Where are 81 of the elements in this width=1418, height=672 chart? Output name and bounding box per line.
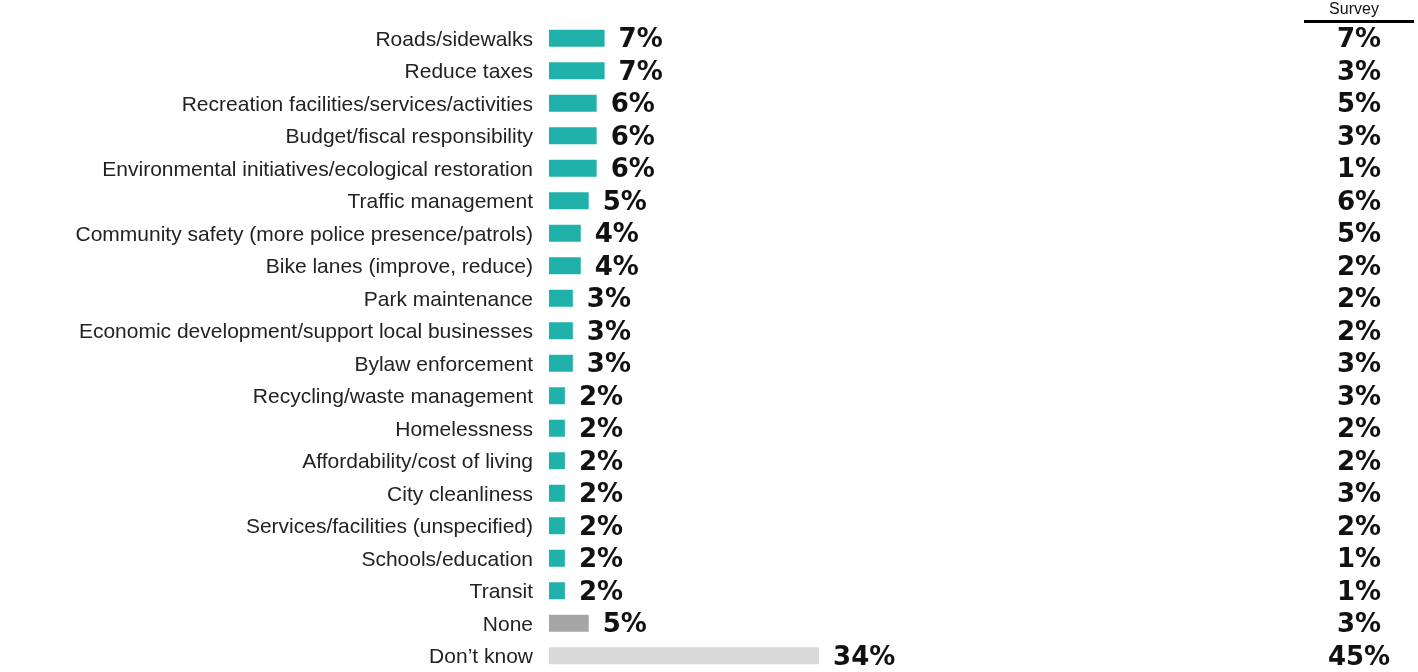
text: 1% (1336, 153, 1382, 184)
bar (549, 419, 565, 437)
y-tick-label: Budget/fiscal responsibility (285, 124, 534, 148)
text: 2% (1336, 315, 1382, 346)
text: 1% (1336, 543, 1382, 574)
bar (549, 647, 820, 665)
y-tick-label: Reduce taxes (404, 59, 533, 83)
y-tick-label: Recreation facilities/services/activities (181, 91, 533, 115)
text: 3% (1336, 608, 1382, 639)
y-tick-label: Homelessness (395, 416, 533, 440)
data-label: 2% (578, 478, 624, 509)
y-tick-label: Roads/sidewalks (375, 26, 533, 50)
bar (549, 452, 565, 470)
data-label: 34% (833, 640, 896, 671)
text: 5% (1336, 88, 1382, 119)
bar (549, 62, 605, 80)
bar (549, 484, 565, 502)
data-label: 2% (578, 543, 624, 574)
text: 3% (1336, 380, 1382, 411)
y-tick-label: Community safety (more police presence/patrols) (75, 221, 533, 245)
bar (549, 582, 565, 600)
data-label: 7% (618, 55, 663, 86)
bar (549, 387, 565, 405)
text: Survey (1329, 0, 1379, 17)
text: 2% (1336, 445, 1382, 476)
y-tick-label: Bylaw enforcement (354, 351, 534, 375)
data-label: 3% (586, 315, 631, 346)
text: 2% (1336, 510, 1382, 541)
bar (549, 127, 597, 145)
y-tick-label: Recycling/waste management (252, 384, 534, 408)
text: 2% (1336, 283, 1382, 314)
data-label: 5% (602, 608, 647, 639)
bar (549, 549, 565, 567)
y-tick-label: Economic development/support local businesses (78, 319, 533, 343)
y-tick-label: Bike lanes (improve, reduce) (265, 254, 533, 278)
text: 3% (1336, 478, 1382, 509)
text: 7% (1336, 23, 1382, 54)
data-label: 6% (610, 120, 655, 151)
data-label: 4% (594, 218, 639, 249)
y-tick-label: Traffic management (347, 189, 534, 213)
data-label: 2% (578, 510, 624, 541)
text: 1% (1336, 575, 1382, 606)
bar (549, 192, 589, 210)
text: 3% (1336, 55, 1382, 86)
y-tick-label: Don’t know (429, 644, 534, 668)
text: 3% (1336, 348, 1382, 379)
y-tick-label: Affordability/cost of living (302, 449, 533, 473)
data-label: 2% (578, 413, 624, 444)
y-tick-label: City cleanliness (387, 481, 533, 505)
y-tick-label: Schools/education (361, 546, 533, 570)
text: 2% (1336, 413, 1382, 444)
data-label: 7% (618, 23, 663, 54)
bar (549, 224, 581, 242)
bar (549, 354, 573, 372)
bar (549, 289, 573, 307)
text: 5% (1336, 218, 1382, 249)
text: 2% (1336, 250, 1382, 281)
data-label: 3% (586, 283, 631, 314)
data-label: 2% (578, 380, 624, 411)
text: 6% (1336, 185, 1382, 216)
y-tick-label: Park maintenance (363, 286, 533, 310)
data-label: 4% (594, 250, 639, 281)
data-label: 3% (586, 348, 631, 379)
y-tick-label: None (482, 611, 533, 635)
bar (549, 29, 605, 47)
data-label: 2% (578, 575, 624, 606)
text: 3% (1336, 120, 1382, 151)
bar (549, 159, 597, 177)
y-tick-label: Transit (469, 579, 534, 603)
y-tick-label: Services/facilities (unspecified) (245, 514, 533, 538)
data-label: 6% (610, 88, 655, 119)
bar (549, 614, 589, 632)
bar (549, 322, 573, 340)
text: 45% (1327, 640, 1391, 671)
bar (549, 94, 597, 112)
data-label: 2% (578, 445, 624, 476)
bar (549, 517, 565, 535)
data-label: 6% (610, 153, 655, 184)
y-tick-label: Environmental initiatives/ecological restoration (102, 156, 533, 180)
bar (549, 257, 581, 275)
data-label: 5% (602, 185, 647, 216)
